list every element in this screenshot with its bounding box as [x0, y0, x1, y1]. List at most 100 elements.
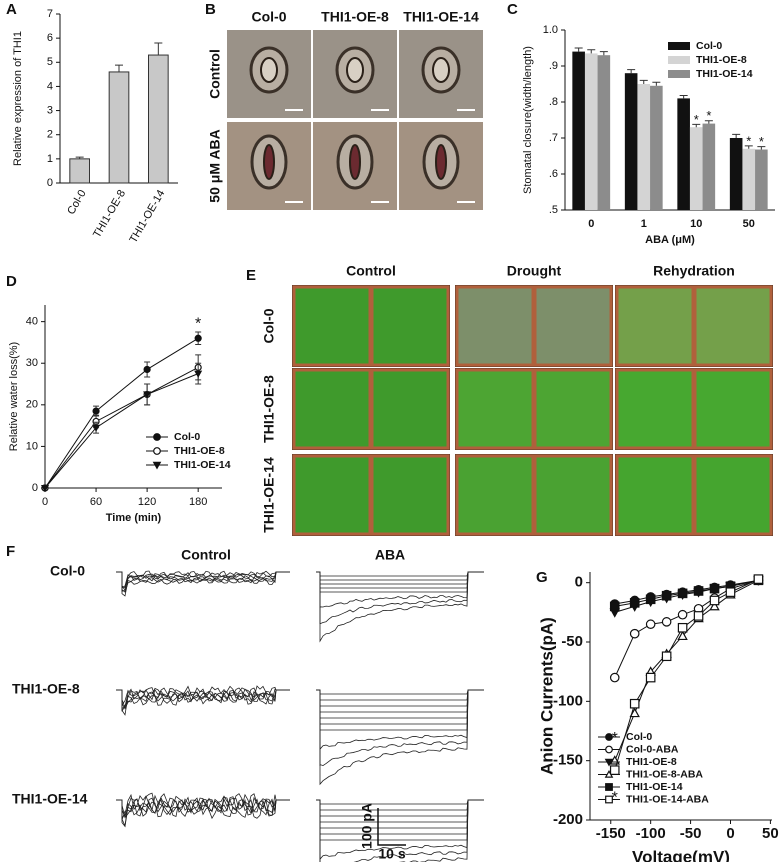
marker	[645, 672, 656, 683]
marker	[629, 628, 640, 639]
current-trace	[116, 798, 290, 828]
marker	[677, 622, 688, 633]
bar	[702, 123, 716, 210]
x-tick-label: 120	[138, 496, 156, 508]
bar	[637, 84, 651, 210]
error-bar	[599, 51, 608, 56]
error-bar	[574, 47, 583, 52]
row-header: THI1-OE-8	[261, 375, 277, 443]
current-trace	[316, 571, 484, 589]
pot	[455, 285, 535, 367]
bar	[572, 51, 585, 210]
stomatal-pore	[346, 57, 364, 83]
x-tick-label: THI1-OE-14	[127, 188, 167, 245]
marker	[661, 651, 672, 662]
current-trace	[116, 571, 290, 597]
stomatal-pore	[432, 57, 450, 83]
series-line	[44, 366, 199, 489]
bar	[108, 71, 130, 184]
column-header: THI1-OE-8	[321, 9, 389, 25]
marker	[645, 619, 656, 630]
marker	[609, 765, 620, 775]
bar	[689, 127, 703, 210]
x-axis-label: ABA (μM)	[645, 234, 695, 246]
y-axis-label: Stomatal closure(width/length)	[522, 46, 534, 194]
current-trace	[116, 796, 290, 819]
legend-label: Col-0	[174, 431, 200, 443]
row-header: 50 μM ABA	[207, 129, 223, 202]
y-tick-label: -150	[553, 752, 583, 769]
x-tick-label: -50	[680, 825, 702, 842]
panel-label: A	[6, 1, 17, 18]
x-tick-label: 180	[189, 496, 207, 508]
current-trace	[316, 799, 484, 841]
scale-bar	[377, 808, 406, 846]
bar	[742, 148, 756, 210]
y-tick-label: 40	[26, 316, 38, 328]
current-trace	[316, 689, 484, 713]
pot	[693, 285, 773, 367]
marker	[143, 365, 151, 374]
x-tick-label: 1	[641, 218, 647, 230]
marker	[609, 601, 620, 612]
pot	[292, 368, 372, 450]
current-trace	[316, 571, 484, 577]
column-header: ABA	[375, 547, 405, 563]
bar	[650, 85, 663, 210]
x-tick-label: 50	[743, 218, 755, 230]
y-tick-label: .8	[549, 96, 558, 108]
current-trace	[116, 689, 290, 716]
error-bar	[154, 42, 163, 56]
current-trace	[316, 689, 484, 701]
pot	[615, 454, 695, 536]
marker	[645, 594, 656, 605]
marker	[605, 745, 613, 754]
y-tick-label: .9	[549, 60, 558, 72]
column-header: Drought	[507, 263, 562, 279]
series-line	[44, 337, 199, 489]
current-trace	[116, 571, 290, 592]
pot	[370, 454, 450, 536]
y-tick-label: 0	[32, 482, 38, 494]
legend-label: THI1-OE-8	[174, 445, 225, 457]
current-trace	[316, 799, 484, 862]
significance: *	[706, 108, 711, 123]
bar	[677, 98, 690, 210]
error-bar	[652, 81, 661, 86]
current-trace	[316, 689, 484, 751]
marker	[153, 447, 161, 455]
column-header: Control	[346, 263, 396, 279]
x-tick-label: THI1-OE-8	[91, 188, 128, 240]
pot	[292, 285, 372, 367]
bar	[624, 73, 638, 210]
marker	[629, 598, 640, 608]
current-trace	[316, 571, 484, 585]
legend-label: THI1-OE-14	[626, 781, 683, 793]
current-trace	[316, 689, 484, 725]
series-line	[44, 373, 199, 489]
x-tick-label: 50	[762, 825, 779, 842]
marker	[693, 611, 704, 621]
legend-label: THI1-OE-8-ABA	[626, 768, 703, 780]
marker	[152, 461, 162, 470]
y-tick-label: 6	[47, 32, 53, 44]
marker	[677, 609, 688, 620]
scale-label-x: 10 s	[378, 846, 405, 862]
marker	[609, 672, 620, 683]
legend-label: Col-0-ABA	[626, 743, 679, 755]
panel-label: F	[6, 543, 15, 560]
y-tick-label: .7	[549, 132, 558, 144]
x-axis-label: Voltage(mV)	[632, 847, 730, 862]
panel-label: C	[507, 1, 518, 18]
marker	[709, 583, 720, 594]
y-tick-label: 1	[47, 153, 53, 165]
pot	[533, 285, 613, 367]
error-bar	[679, 95, 688, 99]
bar	[597, 55, 611, 211]
y-tick-label: -200	[553, 811, 583, 828]
current-trace	[316, 799, 484, 862]
marker	[153, 433, 161, 441]
pot	[533, 454, 613, 536]
marker	[604, 758, 614, 767]
significance: *	[694, 112, 699, 127]
